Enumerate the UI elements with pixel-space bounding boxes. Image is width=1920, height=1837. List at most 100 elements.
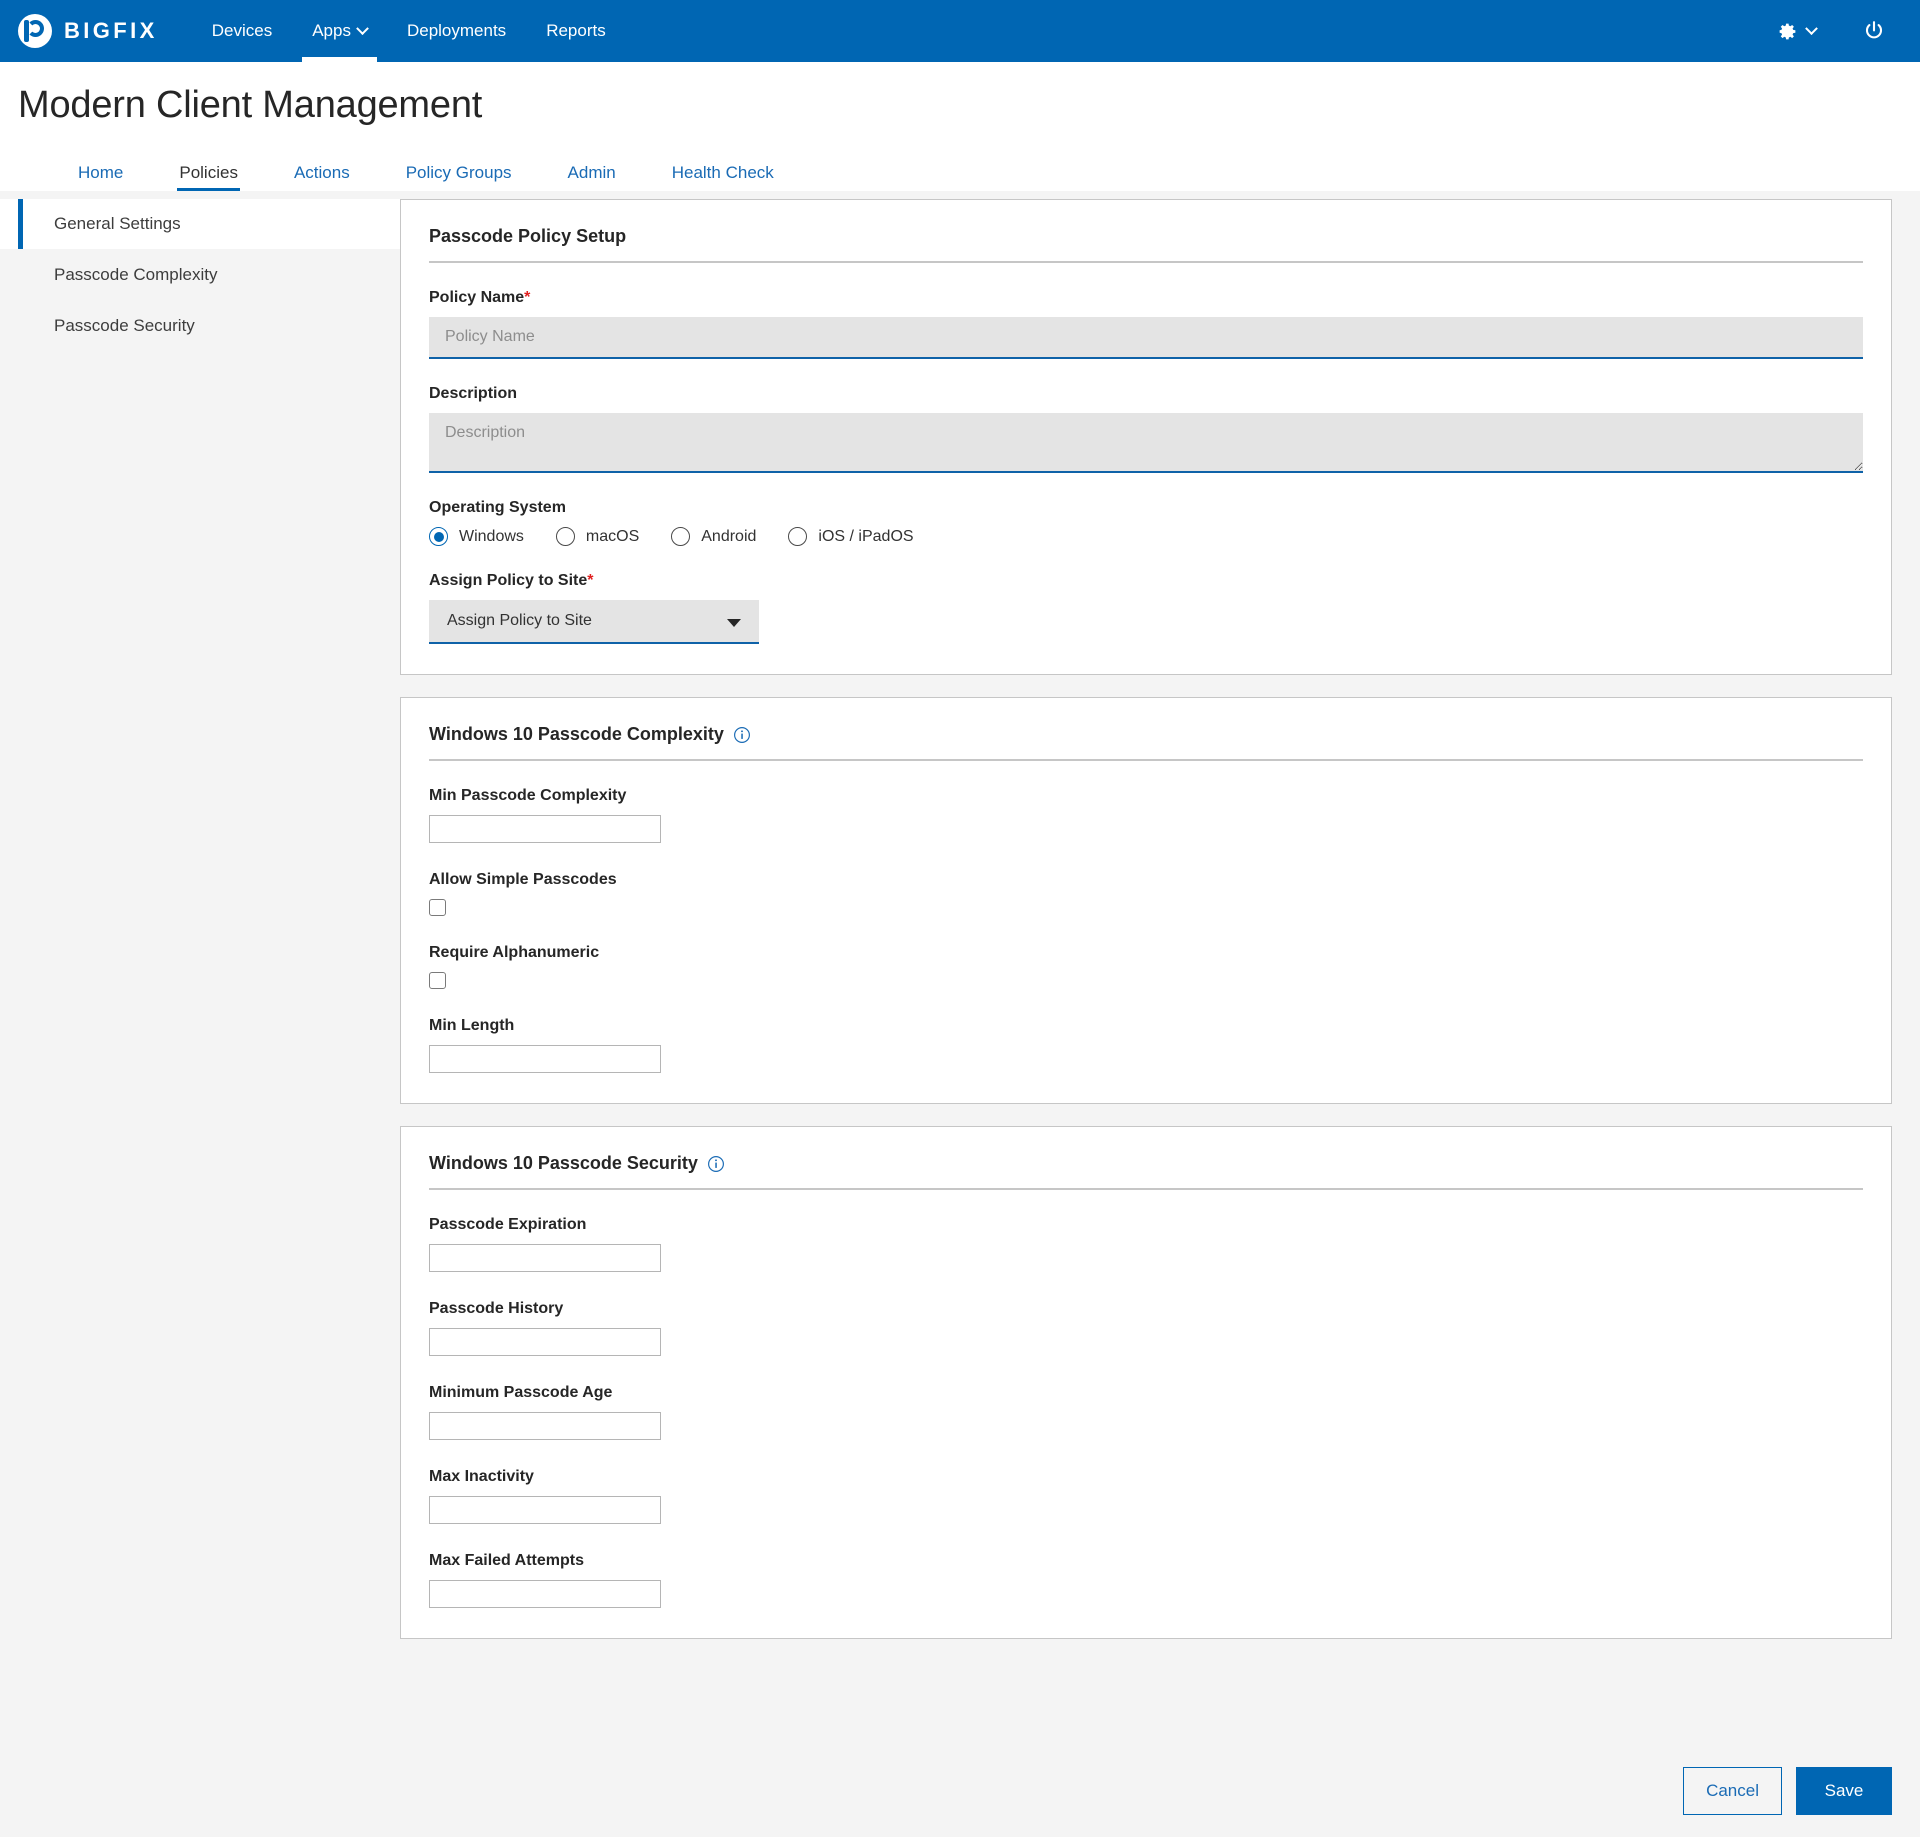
tab-actions[interactable]: Actions bbox=[266, 164, 378, 191]
card-title-text: Windows 10 Passcode Security bbox=[429, 1153, 698, 1173]
policy-name-label: Policy Name* bbox=[429, 289, 1863, 307]
sidebar-item-label: Passcode Security bbox=[54, 316, 195, 335]
cancel-button[interactable]: Cancel bbox=[1683, 1767, 1782, 1815]
minimum-passcode-age-label: Minimum Passcode Age bbox=[429, 1384, 613, 1401]
power-button[interactable] bbox=[1862, 19, 1886, 43]
tab-admin-label: Admin bbox=[567, 163, 616, 182]
sidebar-item-general-settings[interactable]: General Settings bbox=[0, 199, 400, 249]
passcode-expiration-label: Passcode Expiration bbox=[429, 1216, 587, 1233]
operating-system-label: Operating System bbox=[429, 499, 566, 516]
nav-item-reports-label: Reports bbox=[546, 21, 606, 40]
passcode-policy-setup-card: Passcode Policy Setup Policy Name* Descr… bbox=[400, 199, 1892, 675]
radio-icon bbox=[429, 527, 448, 546]
description-label: Description bbox=[429, 385, 518, 402]
info-icon[interactable] bbox=[733, 726, 751, 744]
card-title-text: Windows 10 Passcode Complexity bbox=[429, 724, 724, 744]
sidebar-item-passcode-security[interactable]: Passcode Security bbox=[0, 301, 400, 351]
operating-system-radio-group: Windows macOS Android iOS / iPadOS bbox=[429, 527, 1863, 546]
require-alphanumeric-label: Require Alphanumeric bbox=[429, 944, 600, 961]
max-inactivity-input[interactable] bbox=[429, 1496, 661, 1524]
top-nav-items: Devices Apps Deployments Reports bbox=[192, 0, 626, 62]
tab-actions-label: Actions bbox=[293, 163, 350, 182]
info-icon[interactable] bbox=[707, 1155, 725, 1173]
main-layout: General Settings Passcode Complexity Pas… bbox=[0, 191, 1920, 1751]
nav-item-reports[interactable]: Reports bbox=[526, 0, 626, 62]
require-alphanumeric-checkbox[interactable] bbox=[429, 972, 446, 989]
assign-site-select[interactable]: Assign Policy to Site bbox=[429, 600, 759, 644]
settings-menu-button[interactable] bbox=[1777, 21, 1818, 42]
radio-icon bbox=[555, 527, 575, 546]
description-textarea[interactable] bbox=[429, 413, 1863, 473]
page-tabs: Home Policies Actions Policy Groups Admi… bbox=[0, 139, 1920, 191]
brand-name: BIGFIX bbox=[64, 18, 158, 43]
nav-item-devices-label: Devices bbox=[211, 21, 273, 40]
radio-option-android[interactable]: Android bbox=[671, 527, 756, 546]
radio-option-label: macOS bbox=[585, 527, 640, 545]
brand-logo[interactable]: BIGFIX bbox=[18, 14, 158, 48]
assign-site-field-group: Assign Policy to Site* Assign Policy to … bbox=[429, 572, 1863, 644]
nav-item-deployments[interactable]: Deployments bbox=[387, 0, 526, 62]
policy-name-label-text: Policy Name bbox=[429, 289, 525, 306]
top-nav-right-actions bbox=[1777, 19, 1894, 43]
save-button[interactable]: Save bbox=[1796, 1767, 1892, 1815]
card-title-text: Passcode Policy Setup bbox=[429, 226, 627, 246]
nav-item-apps-label: Apps bbox=[312, 21, 351, 40]
radio-option-label: Windows bbox=[459, 527, 524, 545]
divider bbox=[429, 759, 1863, 761]
operating-system-field-group: Operating System Windows macOS Android bbox=[429, 499, 1863, 546]
tab-admin[interactable]: Admin bbox=[540, 164, 644, 191]
allow-simple-passcodes-checkbox[interactable] bbox=[429, 899, 446, 916]
radio-option-label: iOS / iPadOS bbox=[818, 527, 914, 545]
policy-name-input[interactable] bbox=[429, 317, 1863, 359]
passcode-history-field-group: Passcode History bbox=[429, 1300, 1863, 1356]
min-length-input[interactable] bbox=[429, 1045, 661, 1073]
nav-item-apps[interactable]: Apps bbox=[292, 0, 387, 62]
passcode-expiration-input[interactable] bbox=[429, 1244, 661, 1272]
passcode-security-title: Windows 10 Passcode Security bbox=[429, 1153, 1863, 1188]
tab-health-check[interactable]: Health Check bbox=[644, 164, 802, 191]
required-marker: * bbox=[587, 572, 594, 589]
tab-policies-label: Policies bbox=[179, 163, 238, 182]
radio-option-ios-ipados[interactable]: iOS / iPadOS bbox=[788, 527, 914, 546]
assign-site-selected-value: Assign Policy to Site bbox=[447, 612, 592, 629]
passcode-complexity-title: Windows 10 Passcode Complexity bbox=[429, 724, 1863, 759]
min-passcode-complexity-field-group: Min Passcode Complexity bbox=[429, 787, 1863, 843]
divider bbox=[429, 261, 1863, 263]
sidebar-item-label: General Settings bbox=[54, 214, 181, 233]
top-navigation-bar: BIGFIX Devices Apps Deployments Reports bbox=[0, 0, 1920, 62]
passcode-history-label: Passcode History bbox=[429, 1300, 564, 1317]
min-passcode-complexity-input[interactable] bbox=[429, 815, 661, 843]
required-marker: * bbox=[524, 289, 531, 306]
sidebar-item-passcode-complexity[interactable]: Passcode Complexity bbox=[0, 250, 400, 300]
power-icon bbox=[1862, 19, 1886, 43]
minimum-passcode-age-input[interactable] bbox=[429, 1412, 661, 1440]
tab-policy-groups[interactable]: Policy Groups bbox=[378, 164, 540, 191]
allow-simple-passcodes-label: Allow Simple Passcodes bbox=[429, 871, 617, 888]
tab-policies[interactable]: Policies bbox=[151, 164, 266, 191]
min-passcode-complexity-label: Min Passcode Complexity bbox=[429, 787, 627, 804]
max-inactivity-field-group: Max Inactivity bbox=[429, 1468, 1863, 1524]
passcode-expiration-field-group: Passcode Expiration bbox=[429, 1216, 1863, 1272]
radio-option-windows[interactable]: Windows bbox=[429, 527, 524, 546]
passcode-history-input[interactable] bbox=[429, 1328, 661, 1356]
settings-sidebar: General Settings Passcode Complexity Pas… bbox=[0, 191, 400, 1751]
gear-icon bbox=[1777, 21, 1798, 42]
max-failed-attempts-input[interactable] bbox=[429, 1580, 661, 1608]
radio-icon bbox=[788, 527, 808, 546]
chevron-down-icon bbox=[356, 21, 369, 35]
divider bbox=[429, 1188, 1863, 1190]
max-inactivity-label: Max Inactivity bbox=[429, 1468, 534, 1485]
radio-option-label: Android bbox=[701, 527, 757, 545]
passcode-security-card: Windows 10 Passcode Security Passcode Ex… bbox=[400, 1126, 1892, 1639]
bigfix-logo-icon bbox=[18, 14, 52, 48]
nav-item-devices[interactable]: Devices bbox=[192, 0, 292, 62]
max-failed-attempts-field-group: Max Failed Attempts bbox=[429, 1552, 1863, 1608]
tab-policy-groups-label: Policy Groups bbox=[405, 163, 512, 182]
nav-item-deployments-label: Deployments bbox=[406, 21, 507, 40]
page-title: Modern Client Management bbox=[18, 84, 483, 126]
sidebar-item-label: Passcode Complexity bbox=[54, 265, 218, 284]
tab-health-check-label: Health Check bbox=[671, 163, 774, 182]
tab-home[interactable]: Home bbox=[50, 164, 151, 191]
passcode-complexity-card: Windows 10 Passcode Complexity Min Passc… bbox=[400, 697, 1892, 1104]
radio-option-macos[interactable]: macOS bbox=[555, 527, 640, 546]
